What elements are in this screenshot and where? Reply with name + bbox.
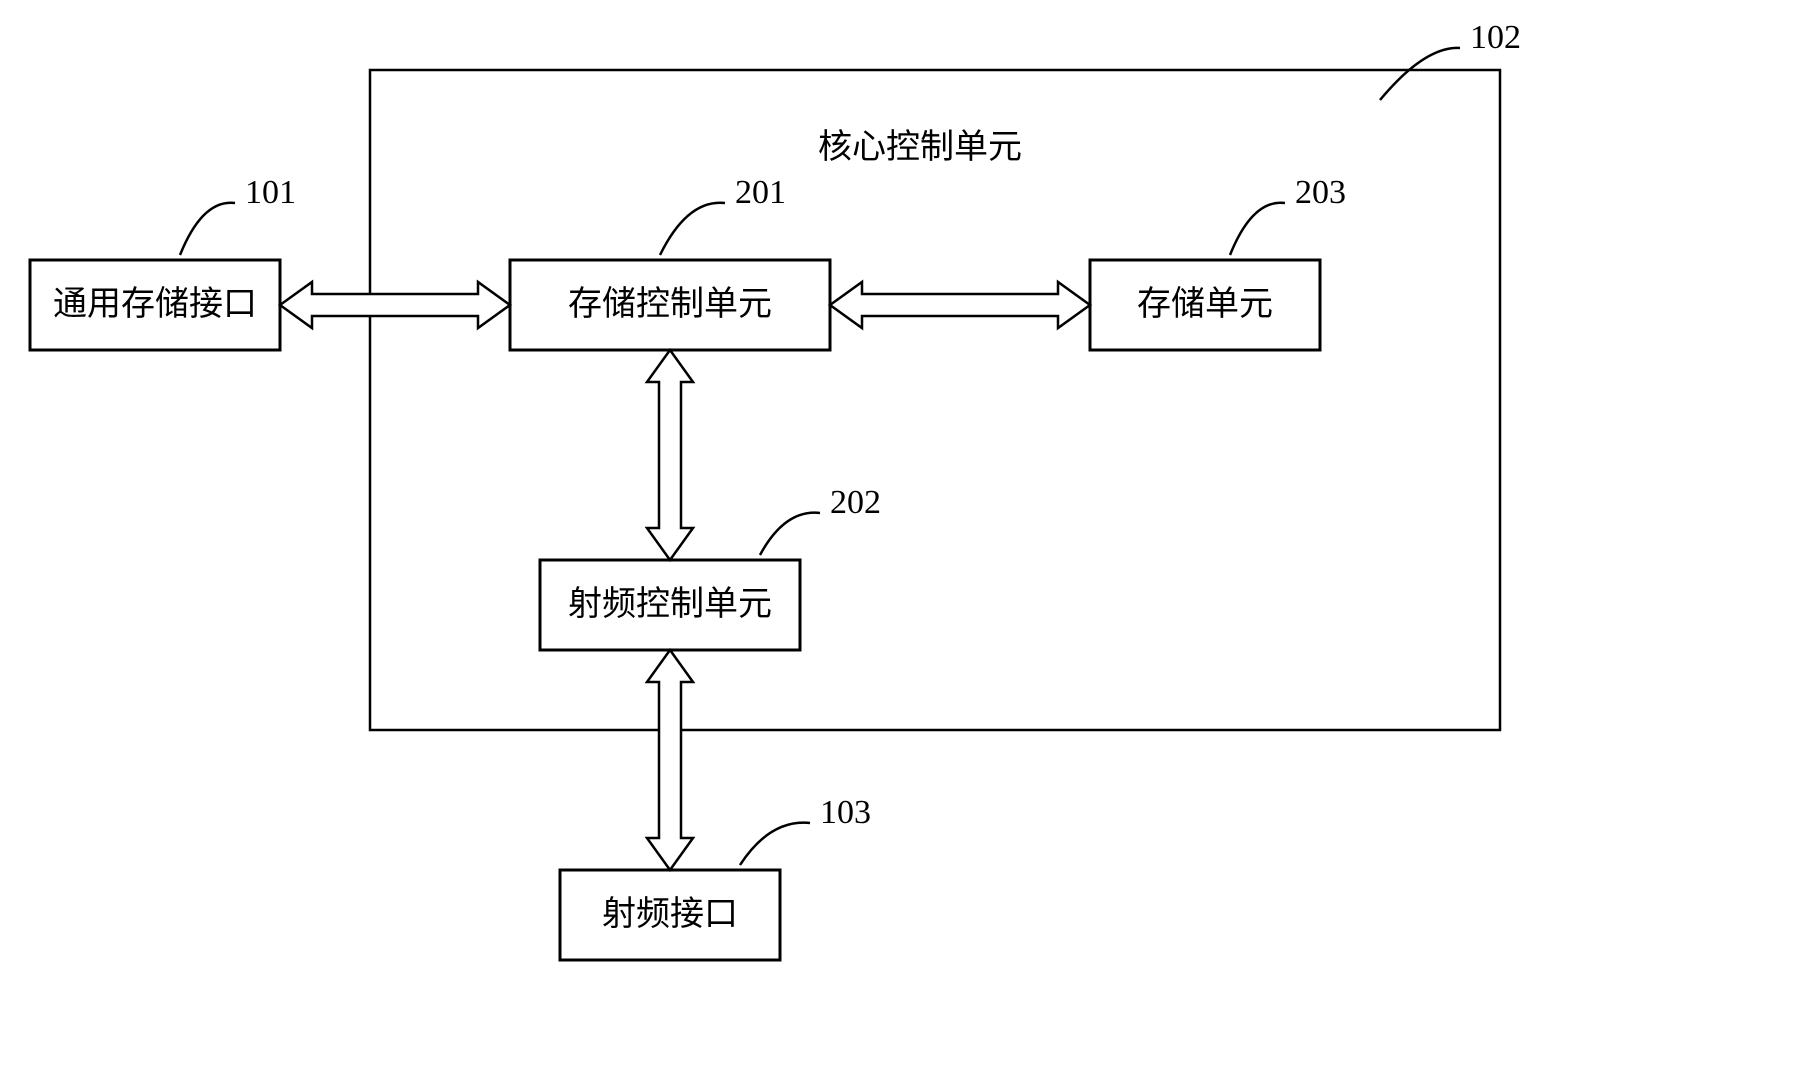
double-arrow-b202-b103 (647, 650, 693, 870)
block-id-203: 203 (1295, 174, 1346, 211)
block-label-201: 存储控制单元 (568, 285, 772, 323)
container-id: 102 (1470, 19, 1521, 56)
block-label-101: 通用存储接口 (53, 285, 257, 323)
block-id-202: 202 (830, 484, 881, 521)
leader-line (180, 203, 235, 255)
container-title: 核心控制单元 (818, 128, 1022, 166)
leader-line (740, 823, 810, 865)
block-id-103: 103 (820, 794, 871, 831)
block-id-101: 101 (245, 174, 296, 211)
block-id-201: 201 (735, 174, 786, 211)
block-label-203: 存储单元 (1137, 285, 1273, 323)
block-label-103: 射频接口 (602, 895, 738, 933)
block-label-202: 射频控制单元 (568, 585, 772, 623)
